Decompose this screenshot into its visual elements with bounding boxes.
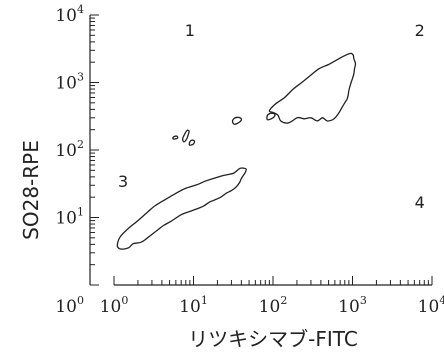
y-tick-exponent: 4 — [77, 3, 84, 16]
y-tick-label: 102 — [55, 138, 84, 161]
y-tick-label: 101 — [55, 206, 84, 229]
contour-5 — [181, 129, 190, 143]
x-tick-exponent: 1 — [201, 294, 208, 307]
x-tick-base: 10 — [418, 297, 440, 317]
x-tick-exponent: 0 — [121, 294, 128, 307]
contour-1 — [116, 167, 247, 250]
y-tick-exponent: 3 — [77, 71, 84, 84]
y-tick-exponent: 1 — [77, 206, 84, 219]
x-tick-exponent: 2 — [280, 294, 287, 307]
x-tick-base: 10 — [100, 297, 122, 317]
quadrant-label-3: 3 — [118, 172, 128, 191]
y-axis-title: SO28-RPE — [19, 140, 43, 240]
contour-3 — [266, 112, 276, 121]
x-tick-base: 10 — [338, 297, 360, 317]
x-axis-ticks: 100 101 102 103 104 — [100, 276, 444, 317]
contour-7 — [172, 135, 179, 140]
quadrant-label-2: 2 — [415, 21, 425, 40]
contour-2 — [268, 52, 357, 124]
quadrant-label-4: 4 — [415, 193, 425, 212]
x-tick-exponent: 3 — [360, 294, 367, 307]
y-tick-label-origin: 100 — [55, 294, 84, 317]
x-tick-base: 10 — [179, 297, 201, 317]
axes — [89, 15, 432, 286]
x-tick-exponent: 4 — [439, 294, 444, 307]
x-tick-label: 104 — [418, 294, 444, 317]
quadrant-labels: 1 2 3 4 — [118, 21, 425, 212]
quadrant-label-1: 1 — [185, 21, 195, 40]
x-tick-label: 102 — [259, 294, 288, 317]
contour-4 — [231, 116, 243, 125]
y-tick-base: 10 — [55, 6, 77, 26]
y-tick-base: 10 — [55, 141, 77, 161]
y-tick-base: 10 — [55, 209, 77, 229]
y-tick-exponent: 2 — [77, 138, 84, 151]
contour-lines — [116, 52, 357, 250]
y-tick-base: 10 — [55, 74, 77, 94]
x-tick-label: 100 — [100, 294, 129, 317]
contour-6 — [188, 139, 196, 146]
x-tick-label: 103 — [338, 294, 367, 317]
x-axis-title: リツキシマブ-FITC — [188, 327, 358, 351]
x-tick-base: 10 — [259, 297, 281, 317]
x-tick-label: 101 — [179, 294, 208, 317]
y-tick-label: 103 — [55, 71, 84, 94]
y-tick-base: 10 — [55, 297, 77, 317]
y-tick-label: 104 — [55, 3, 84, 26]
y-tick-exponent: 0 — [77, 294, 84, 307]
